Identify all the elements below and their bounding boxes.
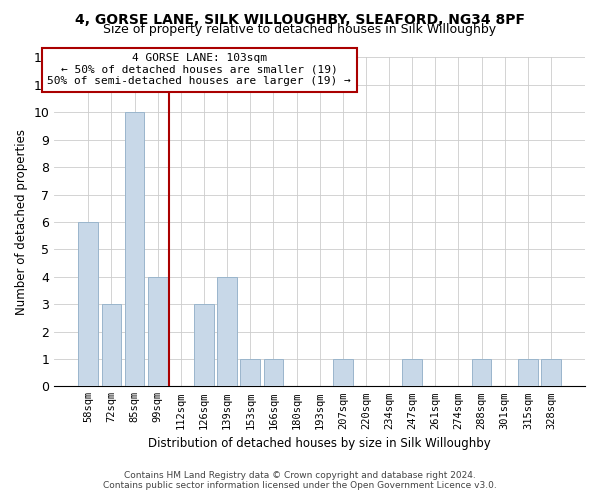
Bar	[541, 359, 561, 386]
Text: Size of property relative to detached houses in Silk Willoughby: Size of property relative to detached ho…	[103, 22, 497, 36]
Bar	[79, 222, 98, 386]
Bar	[263, 359, 283, 386]
Bar	[333, 359, 353, 386]
Bar	[403, 359, 422, 386]
Bar	[217, 276, 237, 386]
Text: Contains HM Land Registry data © Crown copyright and database right 2024.
Contai: Contains HM Land Registry data © Crown c…	[103, 470, 497, 490]
Bar	[125, 112, 145, 386]
Bar	[472, 359, 491, 386]
Text: 4 GORSE LANE: 103sqm
← 50% of detached houses are smaller (19)
50% of semi-detac: 4 GORSE LANE: 103sqm ← 50% of detached h…	[47, 53, 351, 86]
Bar	[241, 359, 260, 386]
Bar	[194, 304, 214, 386]
Bar	[148, 276, 167, 386]
Y-axis label: Number of detached properties: Number of detached properties	[15, 129, 28, 315]
Text: 4, GORSE LANE, SILK WILLOUGHBY, SLEAFORD, NG34 8PF: 4, GORSE LANE, SILK WILLOUGHBY, SLEAFORD…	[75, 12, 525, 26]
Bar	[101, 304, 121, 386]
X-axis label: Distribution of detached houses by size in Silk Willoughby: Distribution of detached houses by size …	[148, 437, 491, 450]
Bar	[518, 359, 538, 386]
